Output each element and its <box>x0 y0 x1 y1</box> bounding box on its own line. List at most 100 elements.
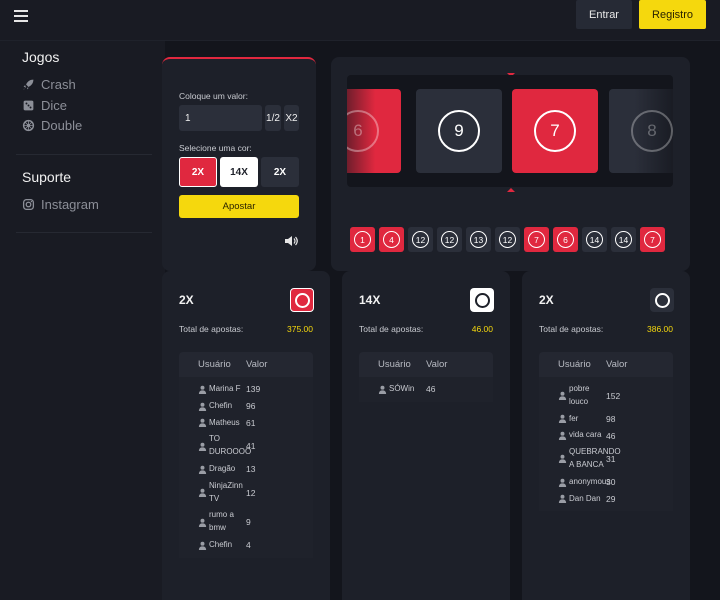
tile-number: 6 <box>347 110 379 152</box>
total-bets-value: 375.00 <box>287 324 313 334</box>
column-title: 2X <box>179 293 194 307</box>
history-number: 4 <box>383 231 400 248</box>
row-value: 12 <box>246 487 256 498</box>
bet-panel: Coloque um valor: 1/2 X2 Selecione uma c… <box>162 57 316 271</box>
row-user: rumo a bmw <box>209 510 234 533</box>
user-icon <box>558 478 567 487</box>
instagram-icon <box>22 198 35 211</box>
history-number: 6 <box>557 231 574 248</box>
table-row: pobre louco 152 <box>539 381 673 411</box>
hamburger-menu-icon[interactable] <box>14 8 32 22</box>
sidebar-games-heading: Jogos <box>22 49 60 65</box>
row-user: anonymous <box>569 476 611 486</box>
history-chip: 1 <box>350 227 375 252</box>
table-row: QUEBRANDO A BANCA 31 <box>539 444 673 474</box>
rocket-icon <box>23 79 34 90</box>
double-amount-button[interactable]: X2 <box>284 105 299 131</box>
table-row: Matheus 61 <box>179 415 313 432</box>
roulette-tile: 9 <box>416 89 502 173</box>
user-icon <box>198 488 207 498</box>
history-number: 14 <box>615 231 632 248</box>
row-user: Matheus <box>209 417 240 427</box>
results-history: 1 4 12 12 13 12 7 6 14 14 7 <box>350 227 665 252</box>
history-chip: 6 <box>553 227 578 252</box>
place-bet-button[interactable]: Apostar <box>179 195 299 218</box>
row-value: 152 <box>606 390 621 401</box>
header-user: Usuário <box>198 359 231 370</box>
total-bets-label: Total de apostas: <box>359 324 424 334</box>
history-number: 7 <box>644 231 661 248</box>
sidebar-item-crash[interactable]: Crash <box>22 77 76 92</box>
user-icon <box>198 465 207 474</box>
half-amount-button[interactable]: 1/2 <box>265 105 281 131</box>
roulette-tile: 6 <box>347 89 401 173</box>
history-number: 13 <box>470 231 487 248</box>
user-icon <box>198 402 207 411</box>
history-number: 14 <box>586 231 603 248</box>
sidebar-divider <box>16 232 152 233</box>
row-user: QUEBRANDO A BANCA <box>569 447 621 469</box>
header-user: Usuário <box>558 359 591 370</box>
sidebar: Jogos Crash Dice Double Suporte Instagra… <box>0 41 165 600</box>
table-body: Marina F 139 Chefin 96 Matheus 61 TO DUROOOO 41… <box>179 377 313 558</box>
tile-number: 8 <box>631 110 673 152</box>
color-black-button[interactable]: 2X <box>261 157 299 187</box>
table-row: Dan Dan 29 <box>539 491 673 508</box>
dice-icon <box>23 100 34 111</box>
roulette-tile-selected: 7 <box>512 89 598 173</box>
header-value: Valor <box>246 359 268 370</box>
bet-column-red: 2X Total de apostas: 375.00 Usuário Valor Mar… <box>162 271 330 600</box>
table-body: pobre louco 152 fer 98 vida cara 46 QUEBRANDO … <box>539 377 673 512</box>
register-button[interactable]: Registro <box>639 0 706 29</box>
user-icon <box>378 385 387 394</box>
roulette-pointer-bottom <box>507 188 515 192</box>
bet-column-black: 2X Total de apostas: 386.00 Usuário Valor pob… <box>522 271 690 600</box>
total-bets-label: Total de apostas: <box>539 324 604 334</box>
row-user: Marina F <box>209 384 241 393</box>
wheel-icon <box>22 119 35 132</box>
sidebar-item-instagram[interactable]: Instagram <box>22 197 99 212</box>
row-user: Dan Dan <box>569 493 601 503</box>
history-number: 1 <box>354 231 371 248</box>
table-row: Marina F 139 <box>179 381 313 398</box>
table-row: rumo a bmw 9 <box>179 507 313 537</box>
color-white-button[interactable]: 14X <box>220 157 258 187</box>
user-icon <box>558 414 567 424</box>
row-value: 46 <box>606 430 616 441</box>
row-user: vida cara <box>569 430 602 440</box>
row-value: 139 <box>246 384 261 395</box>
row-user: TO DUROOOO <box>209 434 252 457</box>
color-red-button[interactable]: 2X <box>179 157 217 187</box>
column-title: 14X <box>359 293 381 307</box>
header-value: Valor <box>426 359 448 370</box>
history-number: 12 <box>499 231 516 248</box>
bets-table: Usuário Valor pobre louco 152 fer 98 vida cara… <box>539 352 673 512</box>
sidebar-item-label: Instagram <box>41 197 99 212</box>
history-number: 12 <box>441 231 458 248</box>
roulette-panel: 6 9 7 8 1 4 12 12 13 12 7 6 14 14 7 <box>331 57 690 271</box>
user-icon <box>558 494 567 504</box>
history-chip: 12 <box>437 227 462 252</box>
table-header: Usuário Valor <box>359 352 493 377</box>
volume-icon[interactable] <box>284 235 298 247</box>
login-button[interactable]: Entrar <box>576 0 632 29</box>
row-value: 61 <box>246 417 256 428</box>
bet-column-white: 14X Total de apostas: 46.00 Usuário Valor SÓW… <box>342 271 510 600</box>
amount-label: Coloque um valor: <box>179 91 248 101</box>
header-user: Usuário <box>378 359 411 370</box>
row-value: 98 <box>606 413 616 424</box>
sidebar-item-dice[interactable]: Dice <box>22 98 67 113</box>
top-bar: Entrar Registro <box>0 0 720 41</box>
column-color-badge <box>470 288 494 312</box>
amount-input[interactable] <box>179 105 262 131</box>
history-chip: 12 <box>495 227 520 252</box>
total-bets-value: 386.00 <box>647 324 673 334</box>
roulette-tile: 8 <box>609 89 673 173</box>
table-row: NinjaZinn TV 12 <box>179 478 313 508</box>
column-title: 2X <box>539 293 554 307</box>
sidebar-item-label: Crash <box>41 77 76 92</box>
sidebar-item-double[interactable]: Double <box>22 118 82 133</box>
table-row: TO DUROOOO 41 <box>179 431 313 461</box>
column-color-badge <box>290 288 314 312</box>
history-chip: 13 <box>466 227 491 252</box>
